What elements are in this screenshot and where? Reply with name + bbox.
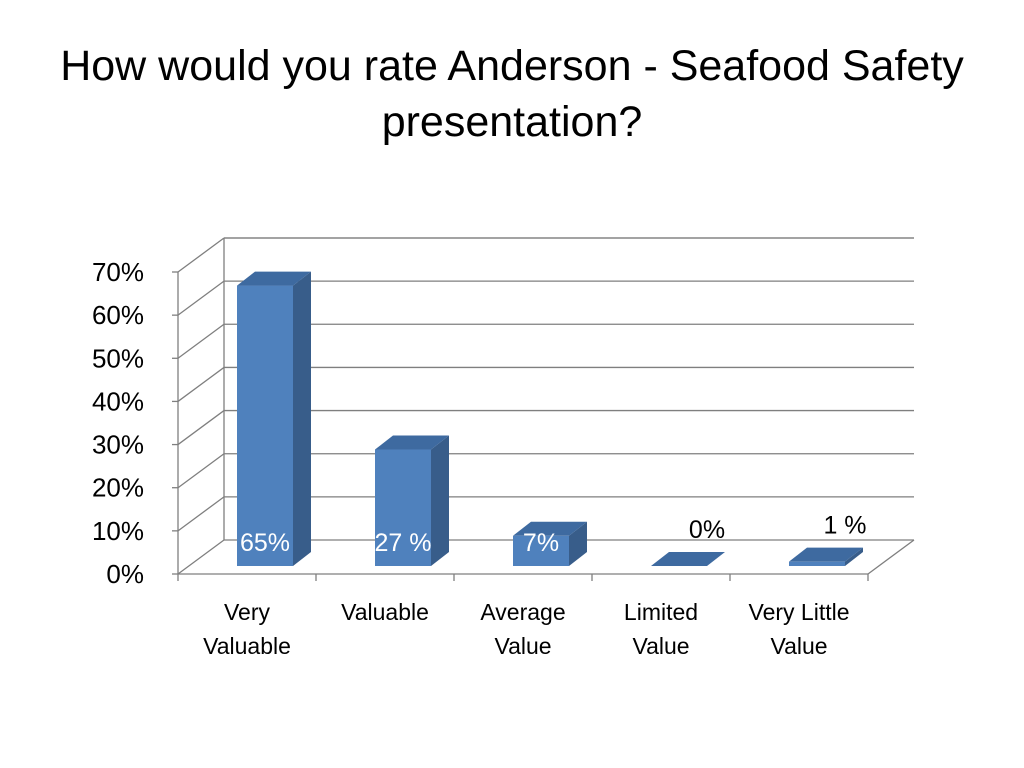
- bar-side: [845, 547, 863, 566]
- gridline-side: [177, 539, 225, 575]
- y-tick-label: 20%: [92, 473, 144, 503]
- bar: [789, 547, 863, 566]
- y-axis: 0% 10% 20% 30% 40% 50% 60% 70%: [92, 257, 179, 589]
- data-label: 65%: [240, 529, 290, 557]
- x-tick-label: Average Value: [480, 599, 565, 659]
- y-tick-label: 0%: [106, 559, 144, 589]
- gridline-side: [177, 496, 225, 532]
- bar-front: [513, 535, 569, 566]
- bar-top: [237, 271, 311, 286]
- y-tick-label: 60%: [92, 300, 144, 330]
- floor-right-edge: [867, 539, 915, 575]
- data-labels: 65% 27 % 7% 0% 1 %: [240, 512, 867, 557]
- data-label: 27 %: [375, 529, 432, 557]
- bar-side: [293, 271, 311, 566]
- gridline-side: [177, 453, 225, 489]
- bar-top: [513, 521, 587, 536]
- bar-top: [789, 547, 863, 562]
- bar-front: [375, 449, 431, 566]
- bar-side: [431, 435, 449, 566]
- y-tick-label: 40%: [92, 386, 144, 416]
- page-title: How would you rate Anderson - Seafood Sa…: [60, 42, 964, 146]
- bar-front: [789, 561, 845, 566]
- gridlines: [177, 237, 914, 575]
- gridline-side: [177, 410, 225, 446]
- gridline-side: [177, 323, 225, 359]
- data-label: 7%: [523, 529, 559, 557]
- x-tick-label: Very Little Value: [749, 599, 850, 659]
- bar-top: [651, 552, 725, 566]
- x-tick-label: Very Valuable: [203, 599, 291, 659]
- bar-side: [569, 521, 587, 566]
- bar: [651, 552, 725, 567]
- y-tick-label: 50%: [92, 343, 144, 373]
- y-tick-label: 10%: [92, 516, 144, 546]
- bar: [513, 521, 587, 566]
- bars: [237, 271, 863, 567]
- bar: [237, 271, 311, 566]
- bar: [375, 435, 449, 566]
- y-tick-label: 30%: [92, 430, 144, 460]
- y-tick-label: 70%: [92, 257, 144, 287]
- x-axis: Very Valuable Valuable Average Value Limited V…: [177, 574, 869, 659]
- x-tick-label: Limited Value: [624, 599, 698, 659]
- gridline-side: [177, 280, 225, 316]
- x-tick-label: Valuable: [341, 599, 429, 625]
- gridline-side: [177, 366, 225, 402]
- bar-front: [237, 285, 293, 566]
- data-label: 0%: [689, 516, 725, 544]
- gridline-side: [177, 237, 225, 273]
- bar-top: [375, 435, 449, 450]
- data-label: 1 %: [823, 512, 866, 540]
